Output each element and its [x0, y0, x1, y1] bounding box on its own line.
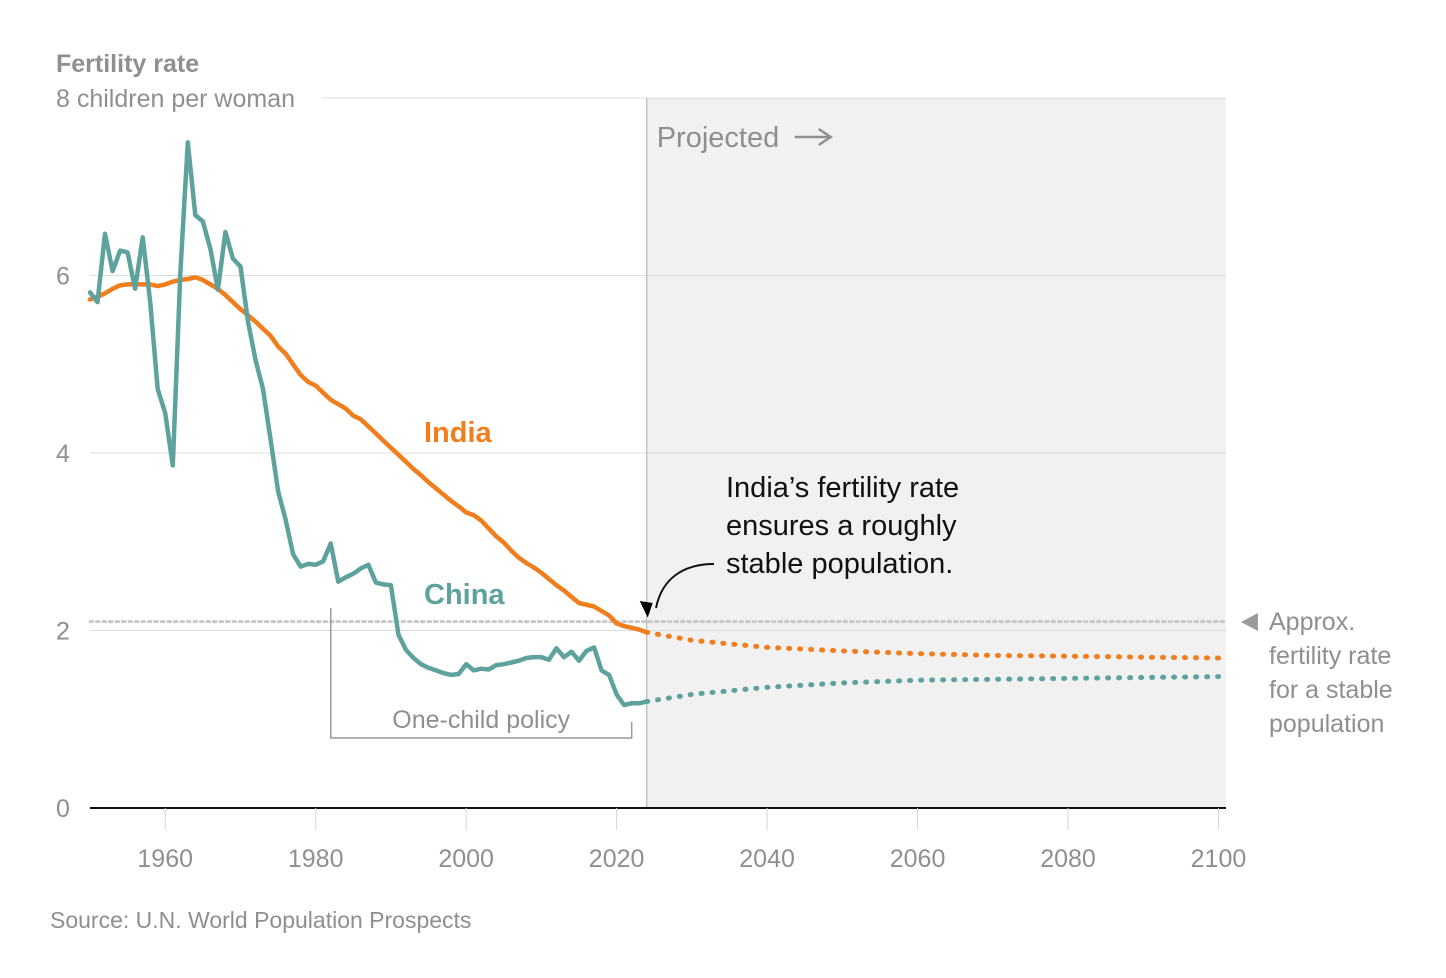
replacement-label-line: for a stable: [1269, 676, 1393, 704]
y-axis-title: Fertility rate: [56, 50, 199, 78]
policy-bracket-line: [329, 608, 633, 739]
y-axis-labels: 0 2 4 6 8 children per woman: [56, 85, 295, 823]
one-child-policy-bracket: One-child policy: [329, 608, 633, 739]
projected-label: Projected: [657, 122, 780, 154]
annotation-line: India’s fertility rate: [726, 472, 959, 504]
china-series-label: China: [424, 579, 505, 611]
x-tick-label: 2100: [1191, 845, 1247, 873]
y-tick-label: 2: [56, 618, 70, 646]
china-projected-line: [644, 674, 1221, 704]
india-annotation: India’s fertility rate ensures a roughly s…: [639, 472, 959, 618]
annotation-arrow-head: [639, 601, 653, 618]
replacement-rate-label: Approx. fertility rate for a stable populat…: [1241, 608, 1393, 738]
india-series-label: India: [424, 417, 493, 449]
x-tick-label: 2060: [890, 845, 946, 873]
y-tick-label: 4: [56, 440, 70, 468]
policy-label: One-child policy: [392, 706, 570, 734]
y-tick-label: 0: [56, 795, 70, 823]
annotation-line: stable population.: [726, 548, 953, 580]
grid-lines: [90, 97, 1226, 631]
india-projected-line: [644, 629, 1221, 661]
replacement-label-line: Approx.: [1269, 608, 1355, 636]
x-tick-label: 2020: [589, 845, 645, 873]
replacement-label-line: fertility rate: [1269, 642, 1391, 670]
annotation-arrow-line: [655, 563, 715, 609]
x-tick-label: 2040: [739, 845, 795, 873]
source-note: Source: U.N. World Population Prospects: [50, 907, 471, 933]
y-tick-label: 6: [56, 263, 70, 291]
china-historical-line: [87, 140, 649, 708]
triangle-left-icon: [1241, 613, 1258, 631]
annotation-line: ensures a roughly: [726, 510, 957, 542]
replacement-label-line: population: [1269, 710, 1384, 738]
x-tick-label: 2000: [438, 845, 494, 873]
x-tick-label: 2080: [1040, 845, 1096, 873]
arrow-head: [818, 127, 833, 147]
series-layer: India China: [87, 140, 1221, 708]
arrow-right-icon: [794, 127, 833, 147]
x-tick-label: 1980: [288, 845, 344, 873]
x-tick-label: 1960: [137, 845, 193, 873]
y-tick-label: 8 children per woman: [56, 85, 295, 113]
india-historical-line: [87, 275, 649, 635]
x-axis: 1960 1980 2000 2020 2040 2060 2080 2100: [90, 807, 1247, 873]
